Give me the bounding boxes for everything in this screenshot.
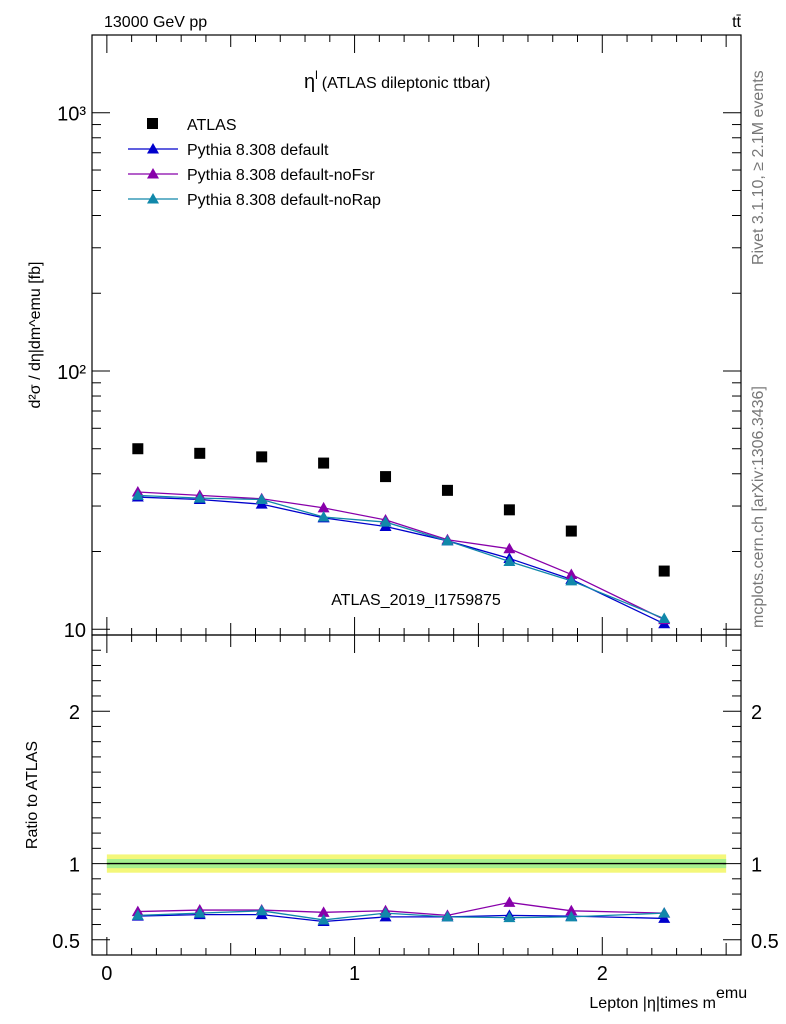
atlas-data-point (256, 451, 268, 463)
x-axis-label: Lepton |η|times m (589, 995, 716, 1012)
process-label: tt̄ (732, 14, 741, 31)
x-tick-label: 0 (101, 963, 112, 985)
atlas-data-point (658, 565, 670, 577)
ratio-series-marker-0 (658, 912, 671, 923)
ratio-panel: 0.5 0.5 1 1 2 2 0 1 2 Ratio to ATLAS Lepton |η|tim… (24, 634, 779, 1012)
x-axis-label-sup: emu (716, 985, 747, 1002)
atlas-data-point (132, 443, 144, 455)
ratio-frame (91, 634, 742, 956)
x-tick-label: 1 (349, 963, 360, 985)
ratio-series-marker-2 (379, 907, 392, 918)
atlas-data-point (565, 525, 577, 537)
ratio-series-marker-1 (503, 896, 516, 907)
legend-marker (147, 143, 159, 154)
x-tick-label: 2 (597, 963, 608, 985)
rivet-version-label: Rivet 3.1.10, ≥ 2.1M events (750, 70, 767, 265)
mc-series-marker-3 (379, 516, 392, 527)
mc-series-marker-3 (565, 574, 578, 586)
ratio-series-marker-2 (193, 907, 206, 918)
ratio-y-axis-label: Ratio to ATLAS (24, 741, 41, 849)
ratio-series-marker-1 (565, 904, 578, 916)
atlas-data-point (441, 484, 453, 496)
mc-series-marker-3 (503, 555, 516, 566)
ratio-series-marker-2 (503, 911, 516, 923)
legend-label: Pythia 8.308 default-noRap (187, 192, 381, 209)
energy-label: 13000 GeV pp (104, 14, 207, 31)
y-axis-label: d²σ / dη|dm^emu [fb] (27, 262, 44, 409)
ratio-series-marker-1 (317, 906, 330, 917)
ratio-series-marker-2 (255, 904, 268, 916)
y-tick-label: 10³ (57, 104, 86, 126)
atlas-data-point (318, 457, 330, 469)
legend-label: ATLAS (187, 117, 237, 134)
ratio-series-line-0 (137, 913, 665, 923)
legend-marker (147, 193, 159, 204)
ratio-y-tick-label-right: 1 (751, 855, 762, 877)
legend-marker-atlas (147, 118, 158, 129)
y-tick-label: 10 (64, 620, 86, 642)
legend-marker (147, 168, 159, 179)
ratio-series-marker-2 (565, 910, 578, 922)
mc-series-marker-2 (503, 542, 516, 554)
ratio-series-marker-2 (131, 909, 144, 920)
annotations: 13000 GeV pp tt̄ Rivet 3.1.10, ≥ 2.1M even… (104, 14, 767, 628)
ratio-series-marker-2 (658, 907, 671, 918)
atlas-data-point (380, 471, 392, 483)
mc-series-marker-3 (255, 493, 268, 504)
legend-label: Pythia 8.308 default-noFsr (187, 167, 375, 184)
mcplots-site-label: mcplots.cern.ch [arXiv:1306.3436] (750, 386, 767, 628)
y-tick-label: 10² (57, 362, 86, 384)
mc-series-marker-3 (441, 534, 454, 546)
ratio-y-tick-label-right: 0.5 (751, 931, 779, 953)
ratio-series-marker-2 (317, 913, 330, 925)
mc-series-marker-3 (131, 489, 144, 500)
main-panel: 10 10² 10³ ηl (ATLAS dileptonic ttbar) ATLAS P… (27, 34, 742, 642)
atlas-data-point (503, 504, 515, 516)
ratio-y-tick-label: 0.5 (52, 931, 80, 953)
ratio-y-tick-label-right: 2 (751, 702, 762, 724)
ratio-y-tick-label: 1 (69, 855, 80, 877)
mc-series-marker-2 (565, 568, 578, 579)
legend-label: Pythia 8.308 default (187, 142, 329, 159)
ratio-y-tick-label: 2 (69, 702, 80, 724)
watermark: ATLAS_2019_I1759875 (331, 592, 501, 609)
ratio-series-marker-2 (441, 910, 454, 922)
mc-series-marker-3 (317, 511, 330, 522)
atlas-data-point (194, 447, 206, 459)
mc-series-marker-2 (317, 501, 330, 513)
plot-title: ηl (ATLAS dileptonic ttbar) (304, 68, 490, 93)
mc-series-marker-3 (658, 612, 671, 624)
mc-series-marker-3 (193, 492, 206, 503)
